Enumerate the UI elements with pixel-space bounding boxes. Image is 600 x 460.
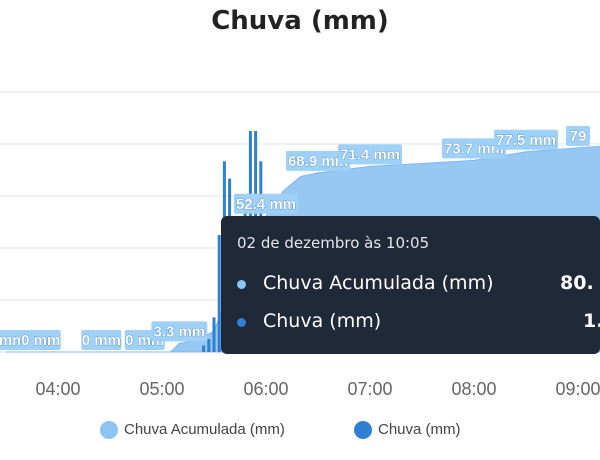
data-label-bg [20,330,61,350]
data-label-bg [234,193,298,214]
bar-rain [202,345,206,352]
data-label: 0 mm [82,332,121,349]
chart-title: Chuva (mm) [211,6,389,36]
legend-swatch-accumulated [100,421,118,439]
tooltip-accumulated-dot [237,280,246,289]
data-label: 71.4 mm [340,146,400,163]
data-label: 73.7 mm [444,140,504,157]
tooltip-accumulated-label: Chuva Acumulada (mm) [263,272,494,294]
bar-rain [207,339,211,352]
x-tick-label: 09:00 [555,379,600,399]
chart-tooltip: 02 de dezembro às 10:05 Chuva Acumulada … [221,216,600,354]
legend-swatch-rain [354,421,372,439]
data-label: 79 [570,128,587,145]
chart-legend: Chuva Acumulada (mm) Chuva (mm) [0,418,600,442]
tooltip-row-accumulated: Chuva Acumulada (mm) 80. [237,272,597,296]
data-label-bg [151,321,208,342]
tooltip-rain-dot [237,318,246,327]
tooltip-accumulated-value: 80. [560,272,594,294]
data-label-bg [81,330,122,350]
x-tick-label: 08:00 [451,379,496,399]
data-label-bg [442,138,506,159]
legend-item-rain[interactable]: Chuva (mm) [354,418,494,442]
x-tick-label: 04:00 [35,379,80,399]
data-label: 52.4 mm [236,196,296,213]
legend-label-accumulated: Chuva Acumulada (mm) [124,421,285,438]
data-label-bg [286,150,350,171]
data-label: 0 mm [21,332,60,349]
data-label: 3.3 mm [153,323,205,340]
data-label-bg [338,144,402,165]
x-tick-label: 06:00 [243,379,288,399]
legend-label-rain: Chuva (mm) [378,421,461,438]
tooltip-rain-label: Chuva (mm) [263,310,382,332]
data-label-bg [494,129,558,150]
bar-rain [217,235,221,352]
data-label-bg [0,330,26,350]
bar-rain [212,317,216,352]
legend-item-accumulated[interactable]: Chuva Acumulada (mm) [100,418,340,442]
x-tick-label: 05:00 [139,379,184,399]
x-tick-label: 07:00 [347,379,392,399]
data-label: 77.5 mm [496,132,556,149]
data-label: 68.9 mm [288,153,348,170]
tooltip-date: 02 de dezembro às 10:05 [237,234,430,252]
data-label: 0 mm [0,332,26,349]
tooltip-row-rain: Chuva (mm) 1. [237,310,600,334]
data-label-bg [566,125,590,146]
tooltip-rain-value: 1. [583,310,600,332]
